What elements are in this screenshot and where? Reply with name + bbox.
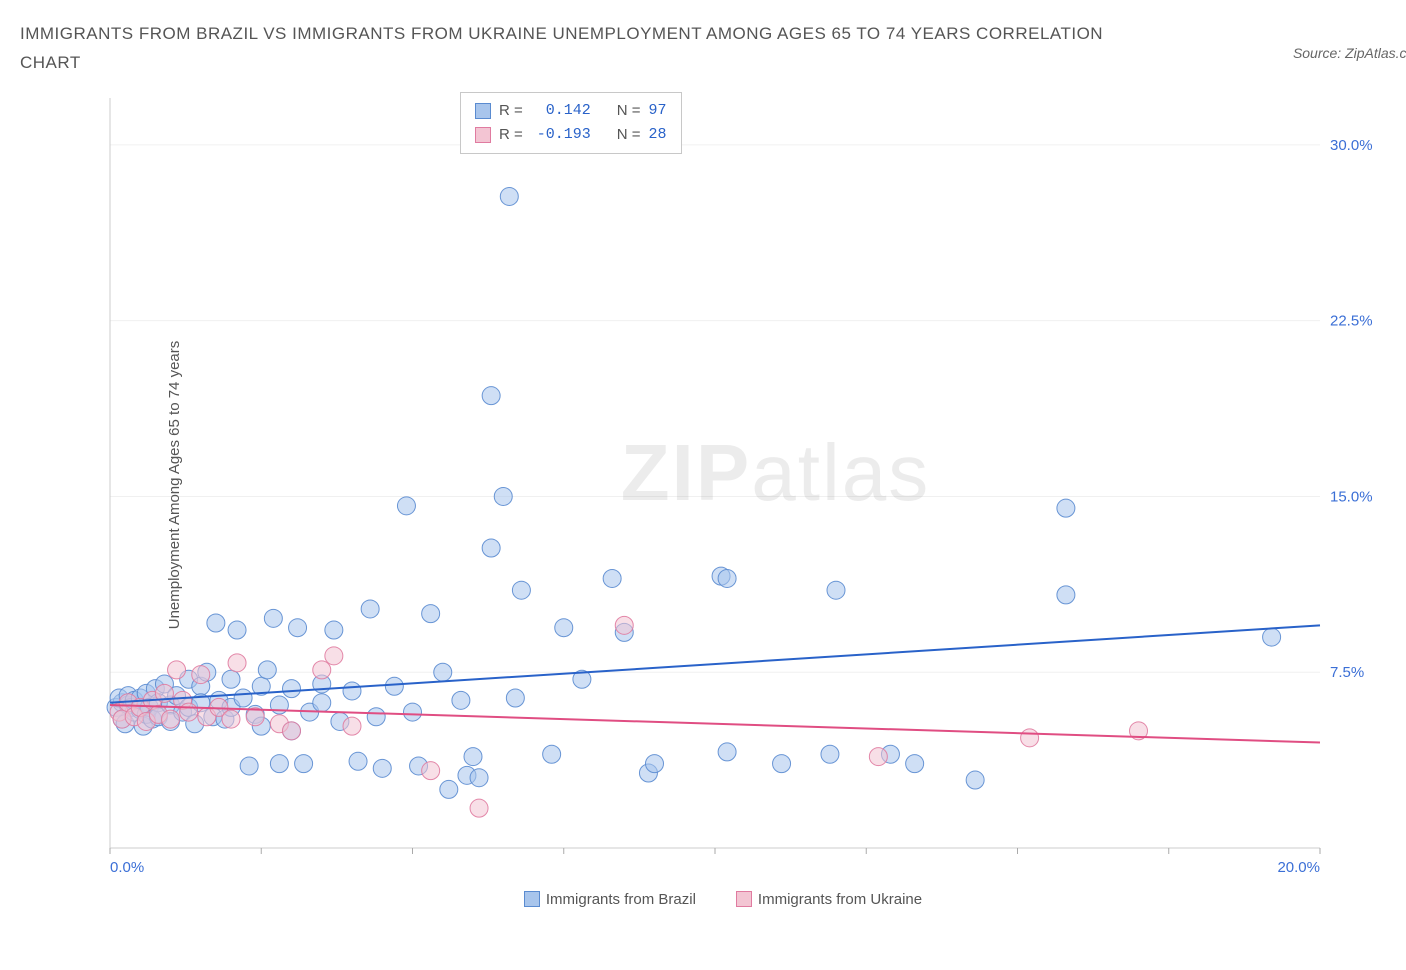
- legend-label-brazil: Immigrants from Brazil: [546, 891, 696, 908]
- point-ukraine: [192, 665, 210, 683]
- point-brazil: [283, 679, 301, 697]
- point-brazil: [603, 569, 621, 587]
- point-brazil: [1263, 628, 1281, 646]
- legend-swatch-ukraine: [475, 127, 491, 143]
- x-tick-label: 20.0%: [1277, 859, 1320, 876]
- point-brazil: [543, 745, 561, 763]
- point-ukraine: [343, 717, 361, 735]
- point-ukraine: [162, 710, 180, 728]
- y-axis-label: Unemployment Among Ages 65 to 74 years: [166, 341, 183, 630]
- point-brazil: [397, 497, 415, 515]
- legend-swatch-brazil: [475, 103, 491, 119]
- point-brazil: [264, 609, 282, 627]
- n-value-ukraine: 28: [649, 123, 667, 147]
- point-brazil: [482, 386, 500, 404]
- legend-swatch-brazil: [524, 891, 540, 907]
- point-ukraine: [325, 647, 343, 665]
- point-brazil: [434, 663, 452, 681]
- point-brazil: [240, 757, 258, 775]
- point-brazil: [207, 614, 225, 632]
- legend-label-ukraine: Immigrants from Ukraine: [758, 891, 922, 908]
- point-brazil: [821, 745, 839, 763]
- y-tick-label: 30.0%: [1330, 137, 1373, 154]
- r-value-ukraine: -0.193: [531, 123, 591, 147]
- x-tick-label: 0.0%: [110, 859, 144, 876]
- point-brazil: [506, 689, 524, 707]
- point-brazil: [228, 621, 246, 639]
- point-brazil: [325, 621, 343, 639]
- point-brazil: [827, 581, 845, 599]
- scatter-plot-svg: 0.0% 20.0% 7.5% 15.0% 22.5% 30.0%: [90, 88, 1380, 878]
- point-ukraine: [222, 710, 240, 728]
- point-brazil: [295, 754, 313, 772]
- point-ukraine: [470, 799, 488, 817]
- plot-area: Unemployment Among Ages 65 to 74 years 0…: [20, 88, 1406, 883]
- point-brazil: [718, 743, 736, 761]
- point-ukraine: [180, 703, 198, 721]
- point-brazil: [966, 771, 984, 789]
- point-brazil: [646, 754, 664, 772]
- point-brazil: [494, 487, 512, 505]
- legend-swatch-ukraine: [736, 891, 752, 907]
- n-label: N =: [617, 99, 641, 123]
- point-brazil: [906, 754, 924, 772]
- point-brazil: [361, 600, 379, 618]
- point-brazil: [373, 759, 391, 777]
- y-tick-label: 22.5%: [1330, 312, 1373, 329]
- correlation-row-brazil: R = 0.142 N = 97: [475, 99, 667, 123]
- point-brazil: [422, 604, 440, 622]
- correlation-row-ukraine: R = -0.193 N = 28: [475, 123, 667, 147]
- r-label: R =: [499, 99, 523, 123]
- point-brazil: [367, 708, 385, 726]
- n-label: N =: [617, 123, 641, 147]
- point-ukraine: [422, 761, 440, 779]
- legend-item-ukraine: Immigrants from Ukraine: [736, 891, 922, 908]
- point-brazil: [313, 693, 331, 711]
- point-ukraine: [283, 722, 301, 740]
- point-brazil: [258, 661, 276, 679]
- point-brazil: [343, 682, 361, 700]
- point-brazil: [270, 754, 288, 772]
- point-ukraine: [313, 661, 331, 679]
- chart-title: IMMIGRANTS FROM BRAZIL VS IMMIGRANTS FRO…: [20, 20, 1120, 78]
- point-brazil: [1057, 586, 1075, 604]
- point-ukraine: [869, 747, 887, 765]
- point-ukraine: [168, 661, 186, 679]
- chart-container: IMMIGRANTS FROM BRAZIL VS IMMIGRANTS FRO…: [20, 20, 1406, 950]
- r-label: R =: [499, 123, 523, 147]
- point-brazil: [482, 539, 500, 557]
- point-ukraine: [1021, 729, 1039, 747]
- point-ukraine: [615, 616, 633, 634]
- point-brazil: [222, 670, 240, 688]
- point-brazil: [440, 780, 458, 798]
- correlation-legend: R = 0.142 N = 97 R = -0.193 N = 28: [460, 92, 682, 154]
- r-value-brazil: 0.142: [531, 99, 591, 123]
- source-label: Source: ZipAtlas.com: [1293, 45, 1406, 61]
- point-brazil: [385, 677, 403, 695]
- point-brazil: [349, 752, 367, 770]
- point-brazil: [1057, 499, 1075, 517]
- title-row: IMMIGRANTS FROM BRAZIL VS IMMIGRANTS FRO…: [20, 20, 1406, 78]
- y-tick-label: 7.5%: [1330, 664, 1364, 681]
- point-brazil: [404, 703, 422, 721]
- point-brazil: [470, 768, 488, 786]
- point-brazil: [773, 754, 791, 772]
- point-brazil: [464, 747, 482, 765]
- point-brazil: [500, 187, 518, 205]
- point-brazil: [512, 581, 530, 599]
- point-brazil: [718, 569, 736, 587]
- y-tick-label: 15.0%: [1330, 488, 1373, 505]
- point-brazil: [289, 618, 307, 636]
- series-legend: Immigrants from Brazil Immigrants from Uk…: [20, 891, 1406, 908]
- point-brazil: [234, 689, 252, 707]
- point-brazil: [452, 691, 470, 709]
- point-ukraine: [228, 654, 246, 672]
- legend-item-brazil: Immigrants from Brazil: [524, 891, 696, 908]
- trendline-brazil: [110, 625, 1320, 702]
- point-brazil: [555, 618, 573, 636]
- n-value-brazil: 97: [649, 99, 667, 123]
